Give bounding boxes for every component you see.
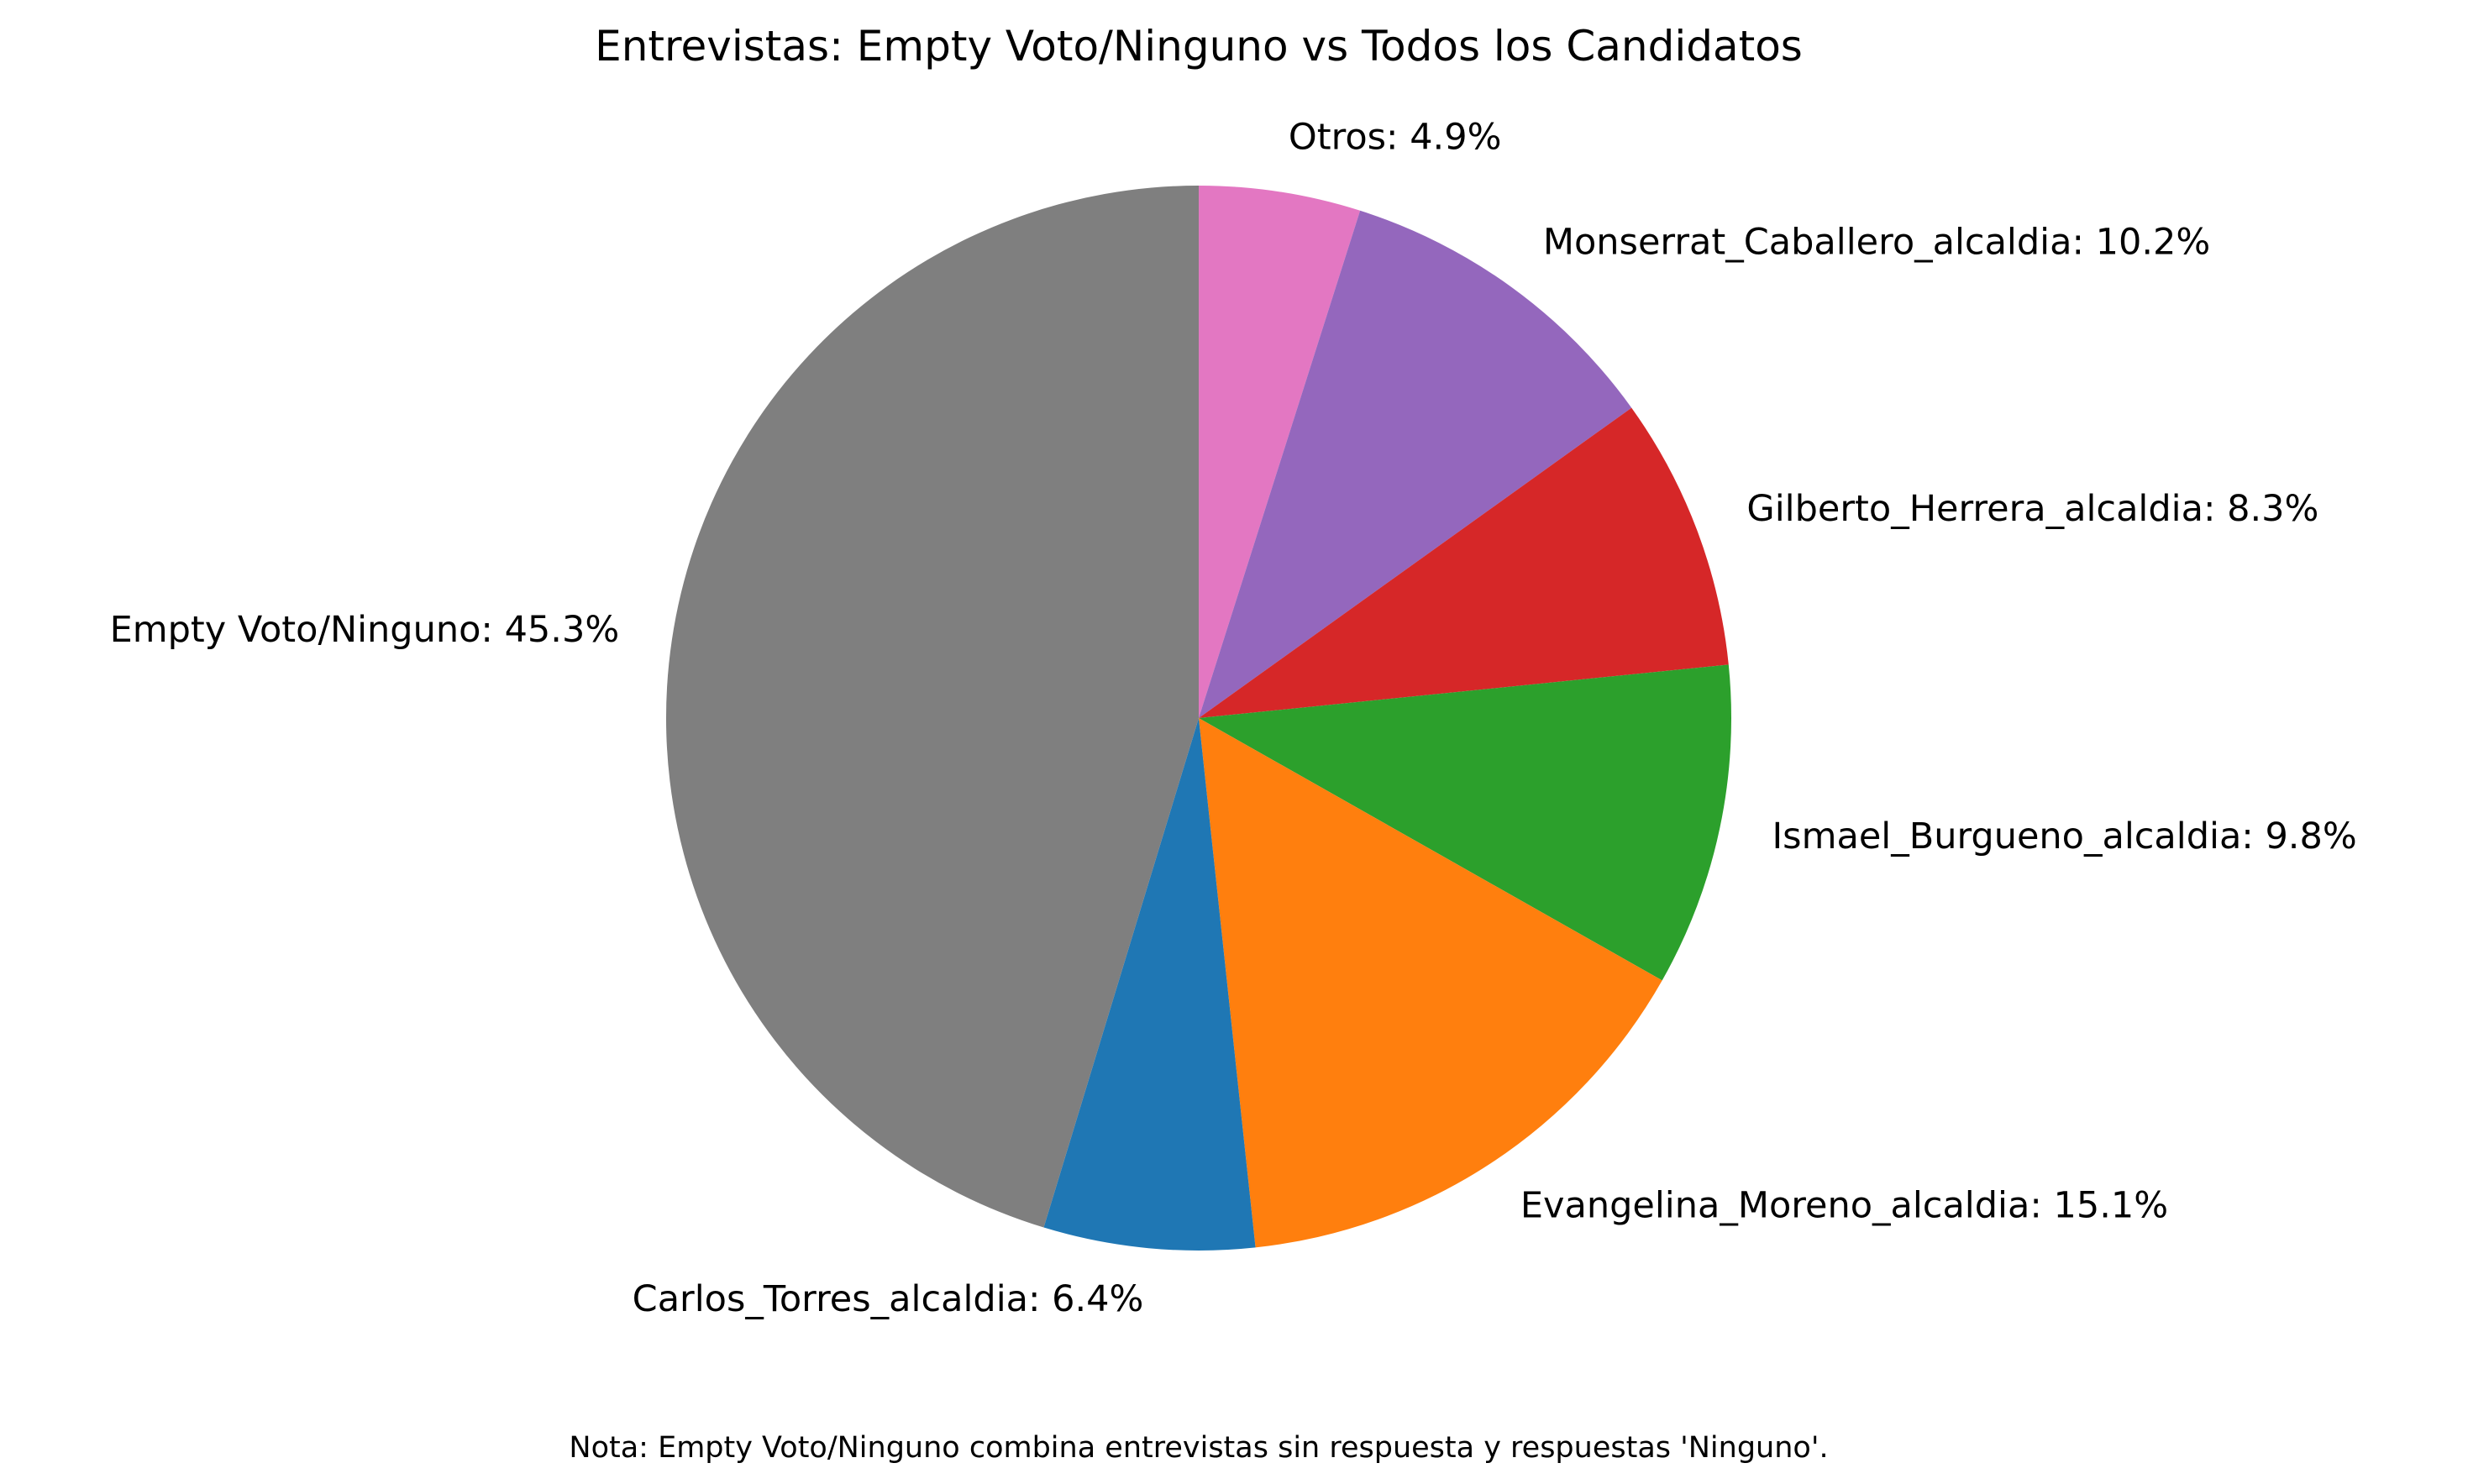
pie-labels: Otros: 4.9% Monserrat_Caballero_alcaldia:… xyxy=(110,116,2357,1320)
pie-slice-label-3: Ismael_Burgueno_alcaldia: 9.8% xyxy=(1772,815,2357,857)
pie-slice-label-2: Gilberto_Herrera_alcaldia: 8.3% xyxy=(1746,488,2318,530)
pie-slice-2 xyxy=(1199,407,1729,718)
pie-slices xyxy=(665,185,1732,1251)
pie-slice-6 xyxy=(665,185,1199,1228)
pie-slice-label-5: Carlos_Torres_alcaldia: 6.4% xyxy=(633,1278,1144,1320)
pie-slice-label-1: Monserrat_Caballero_alcaldia: 10.2% xyxy=(1543,221,2210,263)
pie-slice-0 xyxy=(1199,186,1361,718)
pie-slice-4 xyxy=(1199,718,1662,1248)
chart-note: Nota: Empty Voto/Ninguno combina entrevi… xyxy=(569,1431,1828,1465)
pie-slice-label-0: Otros: 4.9% xyxy=(1289,116,1502,158)
pie-slice-label-6: Empty Voto/Ninguno: 45.3% xyxy=(110,609,620,651)
pie-slice-3 xyxy=(1199,664,1732,981)
chart-title: Entrevistas: Empty Voto/Ninguno vs Todos… xyxy=(595,22,1803,71)
pie-slice-5 xyxy=(1043,718,1256,1251)
pie-slice-1 xyxy=(1199,210,1632,718)
pie-slice-label-4: Evangelina_Moreno_alcaldia: 15.1% xyxy=(1520,1184,2168,1226)
